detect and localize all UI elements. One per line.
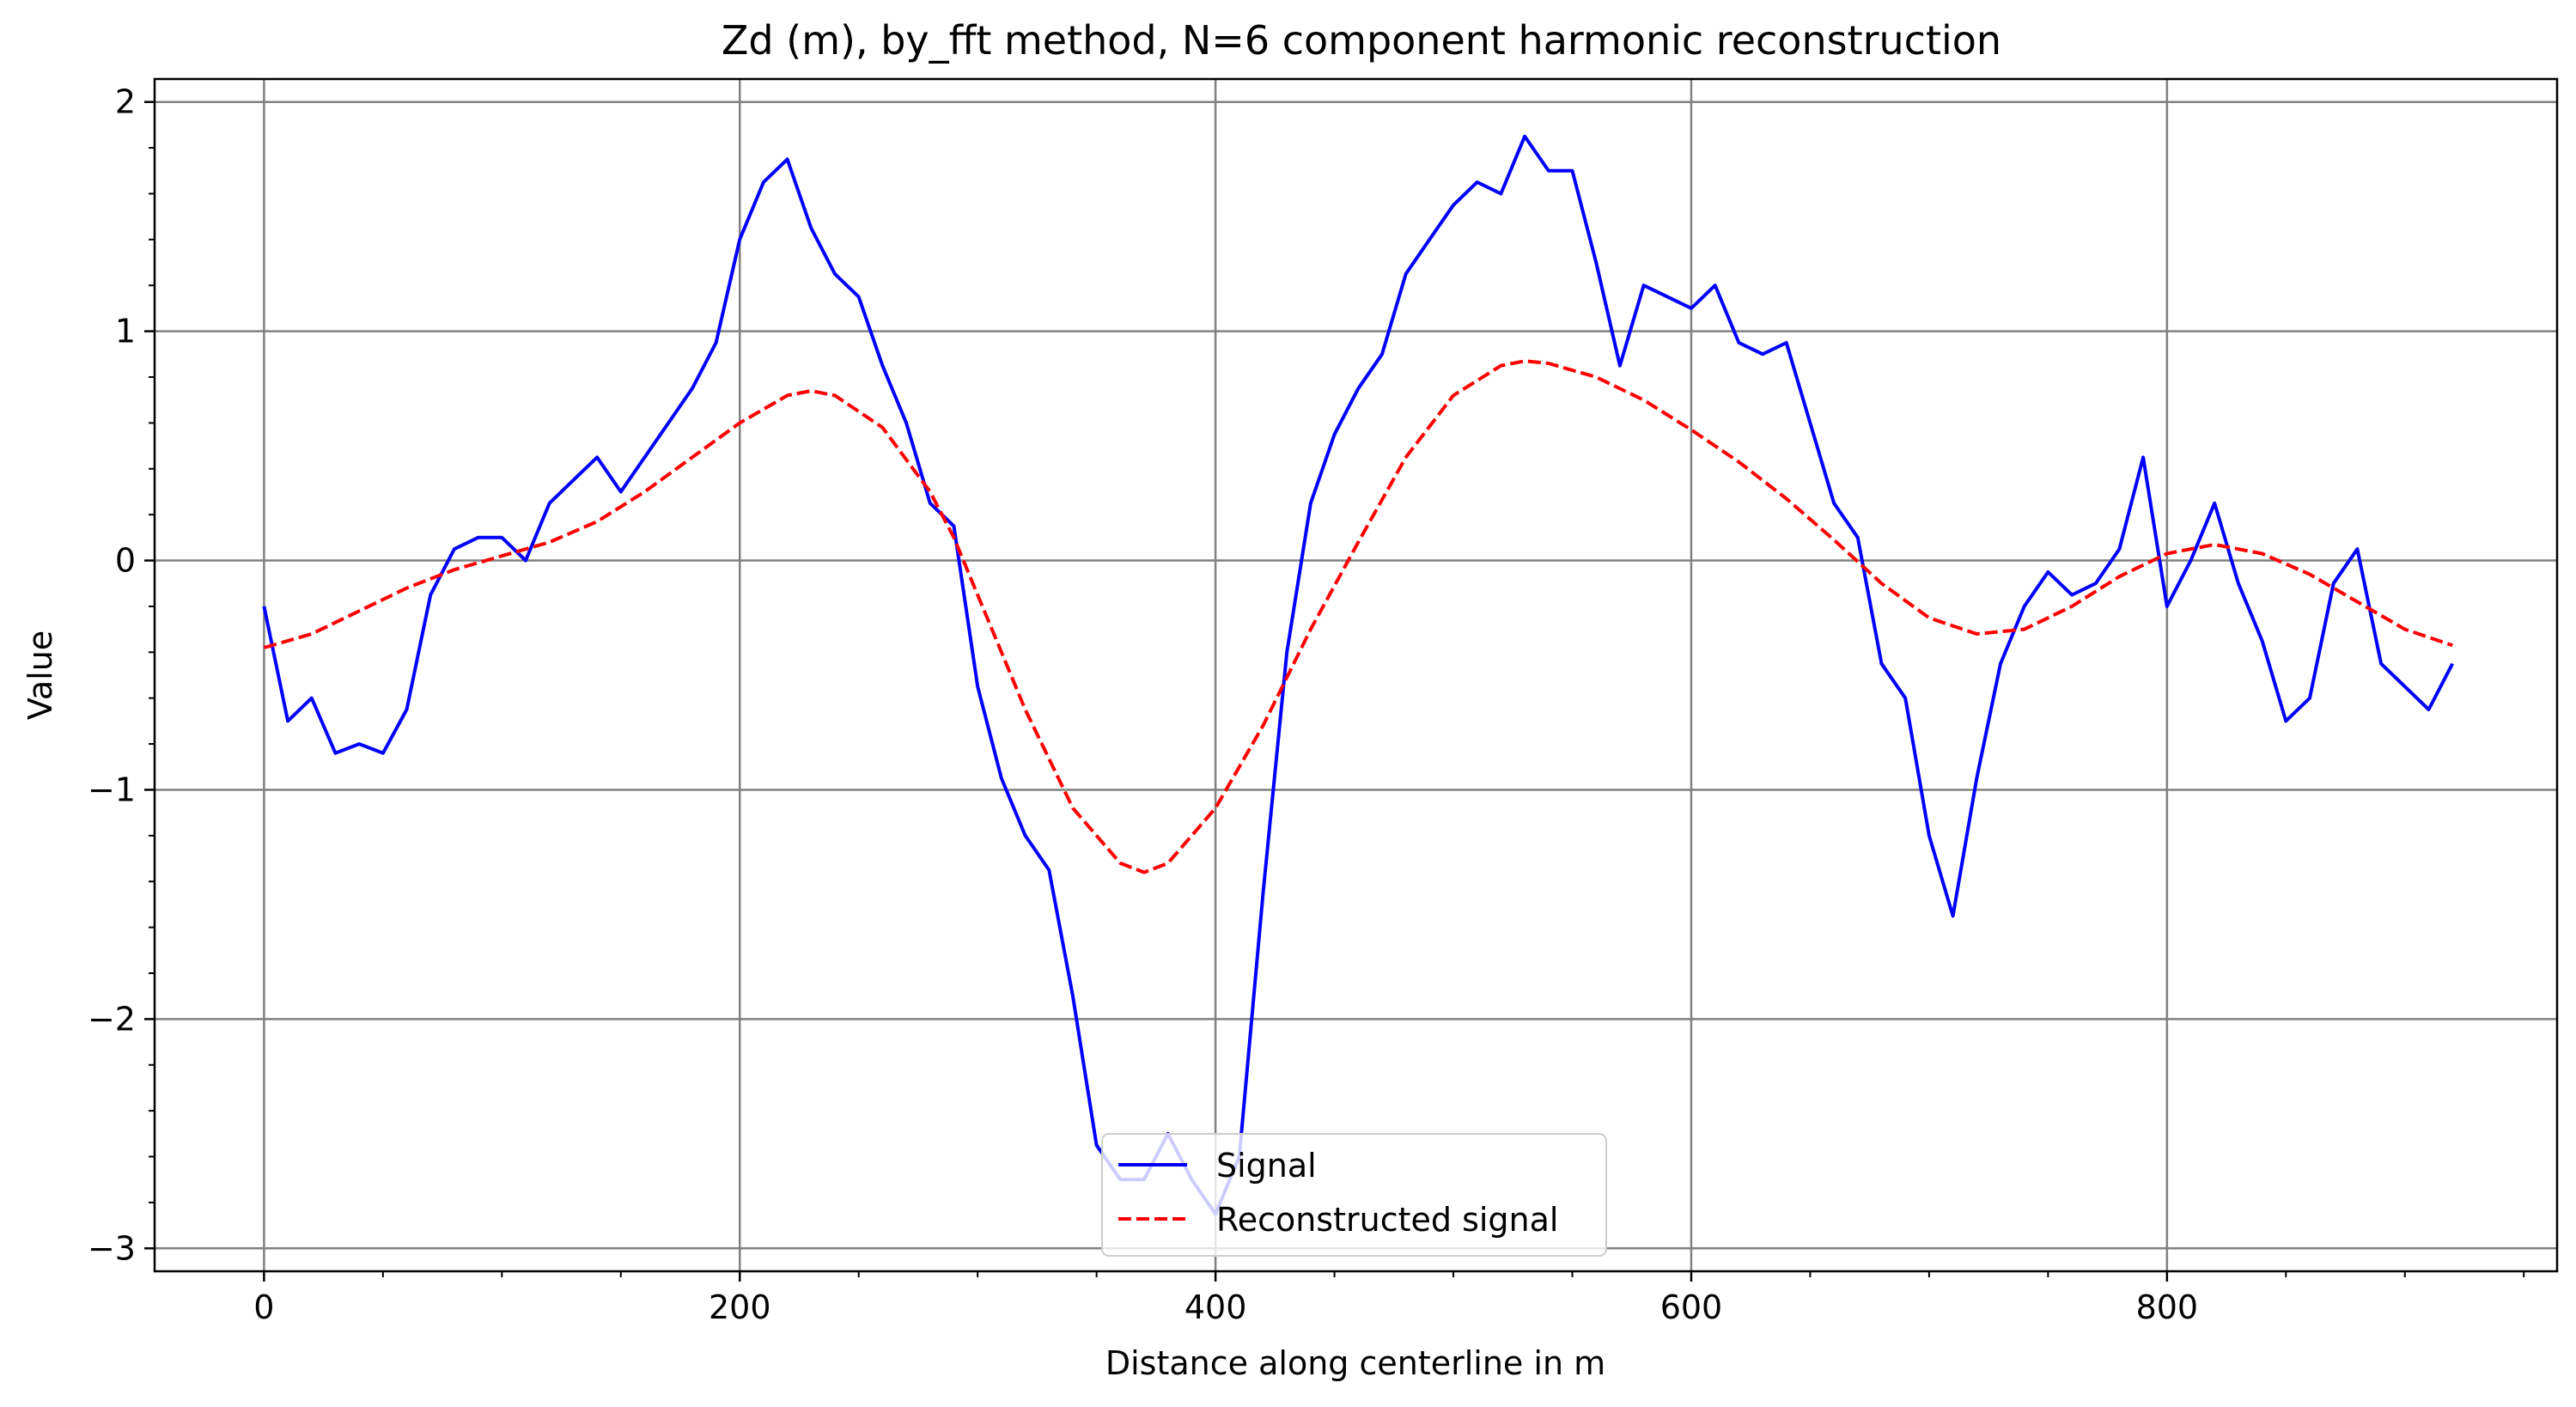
legend-box: [1101, 1133, 1607, 1257]
y-axis-label: Value: [21, 630, 59, 720]
y-tick-label: −3: [88, 1229, 136, 1267]
legend: Signal Reconstructed signal: [1101, 1133, 1607, 1257]
legend-label-reconstructed: Reconstructed signal: [1216, 1201, 1558, 1239]
chart-title: Zd (m), by_fft method, N=6 component har…: [722, 17, 2001, 64]
y-tick-label: 0: [115, 542, 136, 580]
x-tick-label: 200: [709, 1288, 771, 1326]
x-tick-label: 600: [1660, 1288, 1723, 1326]
series-line-reconstructed: [263, 359, 2453, 874]
x-tick-label: 400: [1184, 1288, 1247, 1326]
x-axis-label: Distance along centerline in m: [1105, 1344, 1605, 1382]
y-tick-label: −1: [88, 770, 136, 808]
series-layer: [262, 134, 2454, 1216]
y-tick-label: −2: [88, 1000, 136, 1038]
y-tick-label: 2: [115, 83, 136, 121]
series-line-signal: [262, 134, 2454, 1216]
legend-label-signal: Signal: [1216, 1147, 1317, 1185]
x-tick-label: 0: [253, 1288, 274, 1326]
y-tick-label: 1: [115, 313, 136, 350]
plot-frame: [153, 77, 2559, 1273]
ticks: 0 200 400 600 800 2 1 0 −1 −2 −3: [88, 83, 2525, 1326]
x-tick-label: 800: [2136, 1288, 2199, 1326]
